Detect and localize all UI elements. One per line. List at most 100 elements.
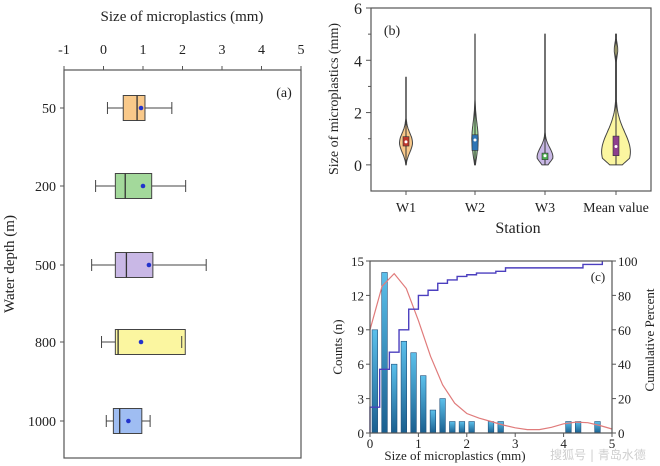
panel-c-y-tick-label: 0 — [358, 426, 365, 441]
mean-marker — [138, 105, 144, 111]
panel-a-boxes — [91, 95, 207, 434]
panel-c-y-tick-label: 15 — [351, 254, 364, 269]
box-plot-item — [101, 329, 186, 355]
panel-a-y-tick-label: 1000 — [28, 415, 56, 430]
count-bar — [371, 329, 378, 434]
panel-a-x-tick-label: 3 — [219, 43, 226, 58]
panel-a-y-ticks: 50 200 500 800 1000 — [28, 102, 64, 430]
panel-c-x-tick-label: 0 — [367, 436, 374, 451]
panel-a-box-plot: Size of microplastics (mm) -1 0 1 2 3 4 5 50 20… — [2, 9, 305, 459]
mean-marker — [138, 339, 144, 345]
panel-c-y2-tick-label: 80 — [618, 288, 631, 303]
count-bar — [429, 409, 437, 434]
panel-b-label: (b) — [384, 24, 401, 39]
panel-a-y-tick-label: 50 — [42, 102, 56, 117]
count-bar — [410, 352, 417, 434]
panel-c-x-ticks: 0 1 2 3 4 5 — [367, 433, 616, 451]
box — [114, 173, 153, 199]
panel-a-x-tick-label: 5 — [298, 43, 305, 58]
panel-c-y2-tick-label: 20 — [618, 392, 631, 407]
panel-b-x-tick-label: W3 — [535, 201, 555, 216]
panel-c-y-tick-label: 3 — [358, 392, 365, 407]
panel-c-label: (c) — [591, 269, 605, 284]
violin-median-marker — [404, 140, 408, 144]
panel-c-y2-axis-title: Cumulative Percent — [642, 288, 657, 391]
panel-c-y-tick-label: 6 — [358, 357, 365, 372]
box-plot-item — [91, 252, 207, 278]
panel-b-frame — [370, 7, 652, 192]
panel-c-x-tick-label: 3 — [512, 436, 519, 451]
panel-b-violins — [398, 33, 631, 166]
panel-b-x-ticks: W1 W2 W3 Mean value — [396, 191, 649, 216]
box-plot-item — [105, 408, 151, 434]
count-bar — [381, 272, 388, 434]
violin-item — [471, 33, 479, 166]
mean-marker — [146, 262, 152, 268]
count-bar — [420, 375, 427, 434]
panel-b-y-tick-label: 2 — [354, 106, 362, 123]
box — [122, 95, 146, 121]
panel-a-y-tick-label: 500 — [35, 259, 56, 274]
panel-b-y-axis-title: Size of microplastics (mm) — [327, 23, 342, 175]
panel-a-y-tick-label: 200 — [35, 180, 56, 195]
panel-b-x-tick-label: Mean value — [583, 201, 649, 216]
panel-c-y2-tick-label: 60 — [618, 323, 631, 338]
panel-a-y-axis-title: Water depth (m) — [2, 215, 18, 313]
box-plot-item — [106, 95, 173, 121]
panel-a-y-tick-label: 800 — [35, 336, 56, 351]
panel-a-frame — [63, 69, 302, 459]
count-bar — [458, 421, 466, 434]
panel-a-x-tick-label: 2 — [179, 43, 186, 58]
panel-b-x-axis-title: Station — [495, 220, 540, 237]
panel-c-y2-tick-label: 100 — [618, 254, 638, 269]
panel-c-x-tick-label: 1 — [415, 436, 422, 451]
violin-inner-box — [471, 134, 479, 151]
panel-c-density-fit-line — [369, 272, 613, 431]
mean-marker — [126, 418, 131, 424]
count-bar — [400, 340, 407, 434]
panel-c-y-axis-title: Counts (n) — [330, 319, 345, 374]
panel-b-y-tick-label: 4 — [354, 53, 362, 70]
violin-item — [536, 33, 554, 166]
panel-a-x-tick-label: 4 — [258, 43, 265, 58]
panel-a-x-tick-label: -1 — [58, 43, 70, 58]
count-bar — [594, 421, 601, 434]
panel-c-x-axis-title: Size of microplastics (mm) — [384, 448, 525, 463]
panel-b-x-tick-label: W1 — [396, 201, 416, 216]
panel-c-y-tick-label: 9 — [358, 323, 365, 338]
panel-a-label: (a) — [276, 86, 292, 101]
count-bar — [439, 398, 446, 434]
count-bar — [575, 421, 582, 434]
violin-median-marker — [473, 138, 477, 142]
violin-median-marker — [543, 154, 547, 158]
panel-a-x-ticks: -1 0 1 2 3 4 5 — [58, 43, 305, 70]
panel-c-y-tick-label: 12 — [351, 288, 364, 303]
panel-b-violin-plot: 0 2 4 6 W1 W2 W3 Mean value (b) Station Size o… — [327, 1, 652, 237]
watermark: 搜狐号 | 青岛水德 — [550, 447, 646, 462]
panel-b-y-tick-label: 0 — [354, 158, 362, 175]
panel-c-x-tick-label: 4 — [560, 436, 567, 451]
panel-c-y-ticks: 0 3 6 9 12 15 — [351, 254, 370, 441]
panel-b-y-ticks: 0 2 4 6 — [354, 1, 371, 175]
panel-c-x-tick-label: 5 — [609, 436, 616, 451]
mean-marker — [140, 183, 146, 189]
box-plot-item — [95, 173, 187, 199]
panel-b-x-tick-label: W2 — [465, 201, 485, 216]
violin-item — [398, 76, 414, 166]
violin-item — [601, 33, 631, 166]
panel-c-y2-tick-label: 40 — [618, 357, 631, 372]
box — [114, 252, 154, 278]
panel-a-x-tick-label: 0 — [100, 43, 107, 58]
panel-c-bars — [371, 272, 601, 434]
panel-c-cumulative-step-line — [369, 261, 604, 433]
panel-c-y2-ticks: 0 20 40 60 80 100 — [612, 254, 638, 441]
panel-a-x-axis-title: Size of microplastics (mm) — [101, 9, 264, 25]
panel-c-frame — [369, 260, 613, 434]
panel-c-y2-tick-label: 0 — [618, 426, 625, 441]
violin-median-marker — [614, 145, 618, 149]
panel-b-y-tick-label: 6 — [354, 1, 362, 18]
count-bar — [449, 421, 456, 434]
box — [114, 329, 186, 355]
